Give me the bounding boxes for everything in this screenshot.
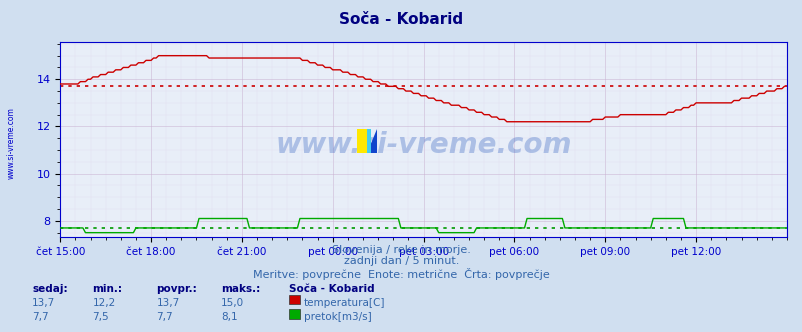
- Text: 13,7: 13,7: [32, 298, 55, 308]
- Text: 7,7: 7,7: [156, 312, 173, 322]
- Text: 7,7: 7,7: [32, 312, 49, 322]
- Text: zadnji dan / 5 minut.: zadnji dan / 5 minut.: [343, 256, 459, 266]
- Text: 15,0: 15,0: [221, 298, 244, 308]
- Text: 8,1: 8,1: [221, 312, 237, 322]
- Text: Soča - Kobarid: Soča - Kobarid: [339, 12, 463, 27]
- Text: 13,7: 13,7: [156, 298, 180, 308]
- Text: 7,5: 7,5: [92, 312, 109, 322]
- Text: min.:: min.:: [92, 284, 122, 294]
- Text: Soča - Kobarid: Soča - Kobarid: [289, 284, 375, 294]
- Text: temperatura[C]: temperatura[C]: [303, 298, 384, 308]
- Text: www.si-vreme.com: www.si-vreme.com: [275, 131, 571, 159]
- Text: Slovenija / reke in morje.: Slovenija / reke in morje.: [332, 245, 470, 255]
- Bar: [357, 129, 367, 153]
- Text: Meritve: povprečne  Enote: metrične  Črta: povprečje: Meritve: povprečne Enote: metrične Črta:…: [253, 268, 549, 280]
- Text: pretok[m3/s]: pretok[m3/s]: [303, 312, 371, 322]
- Polygon shape: [367, 129, 377, 153]
- Text: 12,2: 12,2: [92, 298, 115, 308]
- Text: sedaj:: sedaj:: [32, 284, 67, 294]
- Text: maks.:: maks.:: [221, 284, 260, 294]
- Text: povpr.:: povpr.:: [156, 284, 197, 294]
- Polygon shape: [367, 129, 371, 153]
- Text: www.si-vreme.com: www.si-vreme.com: [6, 107, 15, 179]
